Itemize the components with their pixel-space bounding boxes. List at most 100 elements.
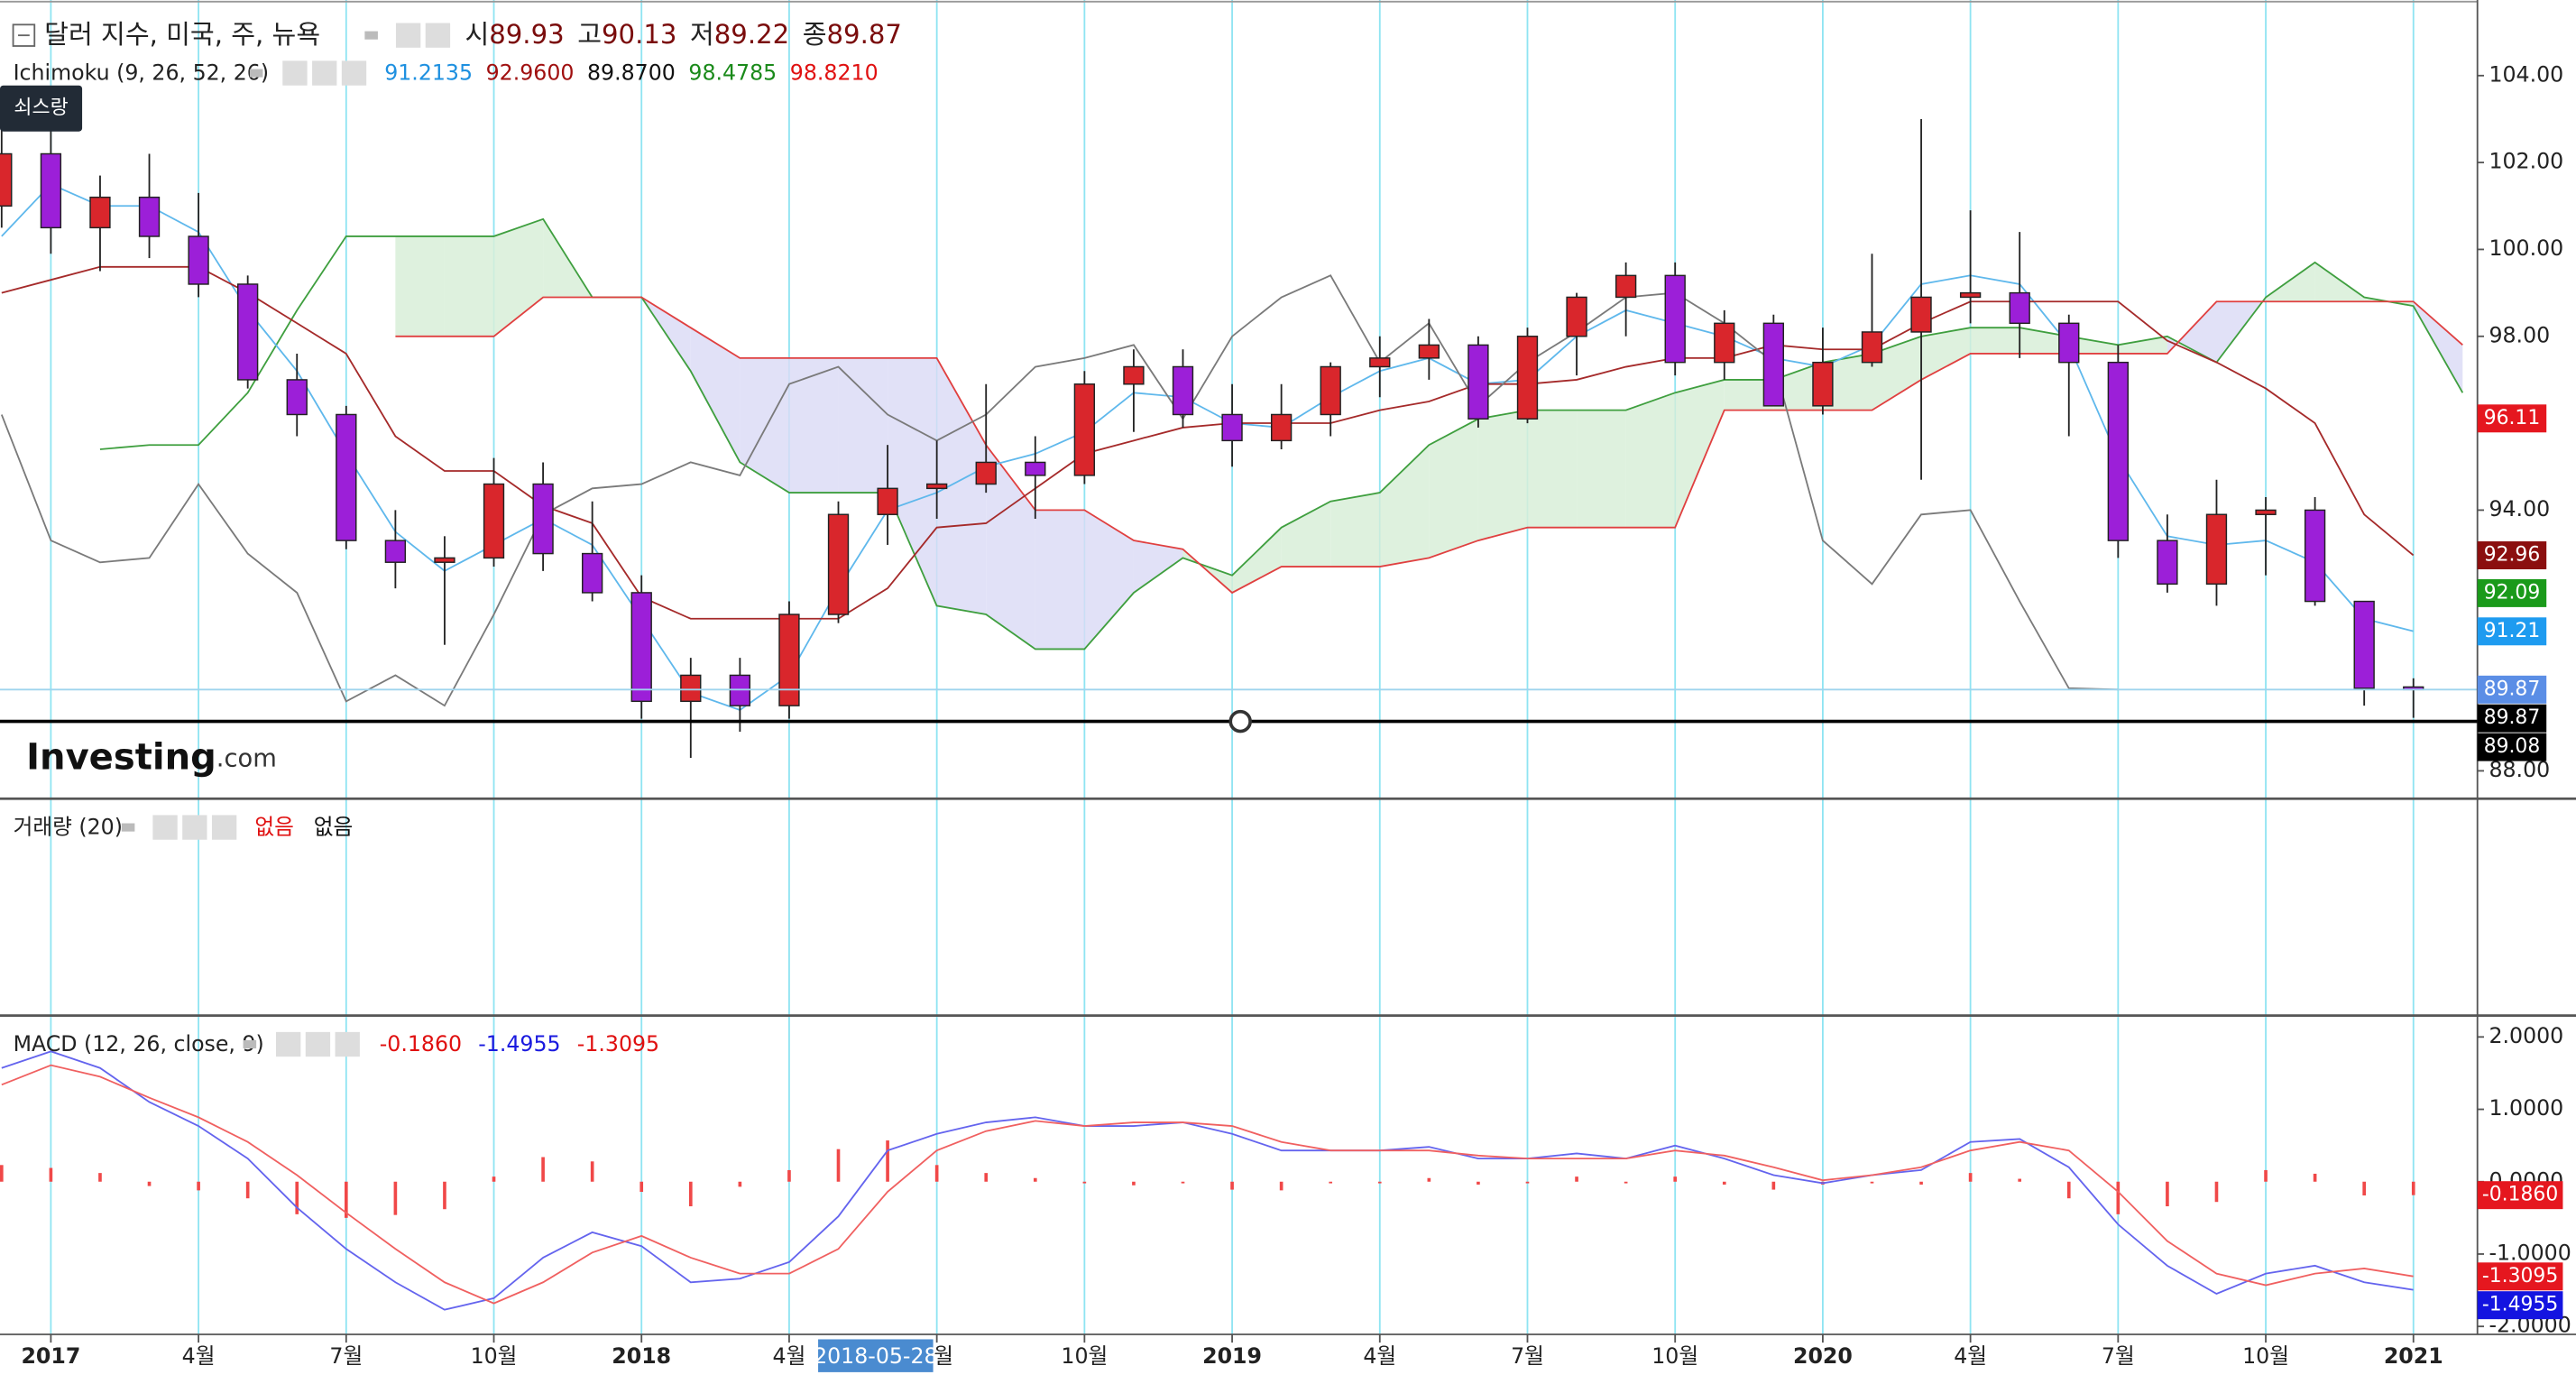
collapse-button[interactable]	[12, 23, 36, 47]
candle-body	[1762, 322, 1784, 407]
candle-body	[1320, 365, 1341, 416]
cloud	[936, 357, 987, 615]
legend-value: 92.9600	[486, 60, 575, 85]
candle-body	[778, 614, 800, 706]
candle-body	[237, 283, 259, 381]
cloud	[690, 328, 741, 463]
dropdown-icon[interactable]	[121, 823, 135, 832]
cloud	[1921, 328, 1971, 380]
x-tick-label: 10월	[1061, 1343, 1108, 1369]
price-tag	[2477, 541, 2547, 569]
icon-button[interactable]	[395, 23, 421, 48]
icon-button[interactable]	[211, 815, 237, 840]
dropdown-icon[interactable]	[249, 69, 263, 78]
candle-body	[1566, 296, 1587, 337]
candle-body	[1467, 344, 1489, 420]
legend-value: 없음	[254, 815, 294, 840]
value-tag-label: -0.1860	[2482, 1184, 2558, 1206]
icon-button[interactable]	[341, 60, 367, 86]
value-tag-label: -1.3095	[2482, 1265, 2558, 1287]
ohlc-label: 시	[465, 19, 489, 50]
x-tick-label: 4월	[1954, 1343, 1987, 1369]
dropdown-icon[interactable]	[364, 31, 378, 40]
candle-body	[729, 674, 751, 706]
candle-body	[2157, 540, 2178, 586]
price-tag	[2477, 578, 2547, 607]
candle-body	[582, 552, 603, 594]
ohlc-label: 종	[803, 19, 827, 50]
x-tick-label: 10월	[471, 1343, 518, 1369]
candle-body	[1025, 461, 1046, 476]
price-tag-label: 96.11	[2484, 407, 2541, 429]
candle-body	[630, 592, 652, 703]
candle-body	[1172, 365, 1194, 416]
y-tick-label: 100.00	[2489, 235, 2563, 261]
cloud	[493, 218, 544, 337]
legend-value: 89.8700	[587, 60, 676, 85]
price-tag-label: 89.87	[2484, 678, 2541, 700]
price-tag	[2477, 404, 2547, 433]
price-tag	[2477, 675, 2547, 704]
cloud	[1281, 501, 1331, 567]
candle-body	[1369, 357, 1391, 368]
value-tag	[2477, 1291, 2563, 1320]
candle-body	[2353, 600, 2375, 689]
cloud	[1724, 379, 1774, 411]
x-tick-label: 4월	[1363, 1343, 1396, 1369]
dropdown-icon[interactable]	[243, 1039, 257, 1049]
cloud	[2118, 336, 2167, 355]
cloud	[1232, 527, 1282, 593]
y-tick-label: 2.0000	[2489, 1023, 2563, 1048]
icon-button[interactable]	[305, 1031, 331, 1057]
crosshair-handle[interactable]	[1228, 709, 1252, 734]
value-tag-label: -1.4955	[2482, 1294, 2558, 1316]
value-tag	[2477, 1181, 2563, 1210]
tooltip-box	[0, 85, 83, 132]
candle-body	[336, 413, 357, 541]
value-tag	[2477, 1262, 2563, 1291]
y-tick-label: 104.00	[2489, 61, 2563, 87]
y-tick-label: -1.0000	[2489, 1240, 2571, 1265]
candle-body	[286, 379, 308, 416]
cloud	[1084, 510, 1134, 650]
legend-value: 91.2135	[384, 60, 473, 85]
cloud	[2068, 336, 2119, 355]
candle-body	[827, 513, 850, 615]
cloud	[1773, 362, 1823, 411]
cloud	[1577, 410, 1626, 528]
candle-body	[1221, 413, 1243, 442]
icon-button[interactable]	[425, 23, 451, 48]
candle-body	[2304, 509, 2326, 603]
legend-value: 98.4785	[688, 60, 777, 85]
cloud	[1379, 445, 1430, 567]
icon-button[interactable]	[182, 815, 207, 840]
y-tick-label: 1.0000	[2489, 1095, 2563, 1121]
icon-button[interactable]	[312, 60, 337, 86]
ohlc-value: 89.93	[489, 19, 564, 50]
indicator-label: Ichimoku (9, 26, 52, 26)	[14, 60, 269, 85]
cloud	[1675, 379, 1725, 528]
cloud	[1477, 410, 1528, 541]
cloud	[2216, 297, 2267, 363]
candle-body	[0, 152, 13, 208]
logo-word: Investing	[26, 737, 216, 779]
candle-body	[1861, 331, 1883, 364]
candle-body	[2058, 322, 2080, 364]
icon-button[interactable]	[152, 815, 178, 840]
icon-button[interactable]	[282, 60, 308, 86]
candle-body	[1959, 291, 1982, 299]
candle-body	[1615, 274, 1637, 299]
cloud	[444, 236, 494, 337]
icon-button[interactable]	[276, 1031, 301, 1057]
price-tag-label: 91.21	[2484, 620, 2541, 642]
x-tick-label: 10월	[1651, 1343, 1698, 1369]
price-tag-label: 92.96	[2484, 544, 2541, 567]
candle-body	[1516, 336, 1539, 420]
cloud	[986, 445, 1035, 650]
ohlc-readout: 시89.93 고90.13 저89.22 종89.87	[465, 19, 901, 50]
legend-value: -0.1860	[380, 1031, 462, 1056]
cloud	[1822, 354, 1872, 411]
icon-button[interactable]	[335, 1031, 360, 1057]
ohlc-value: 90.13	[602, 19, 676, 50]
